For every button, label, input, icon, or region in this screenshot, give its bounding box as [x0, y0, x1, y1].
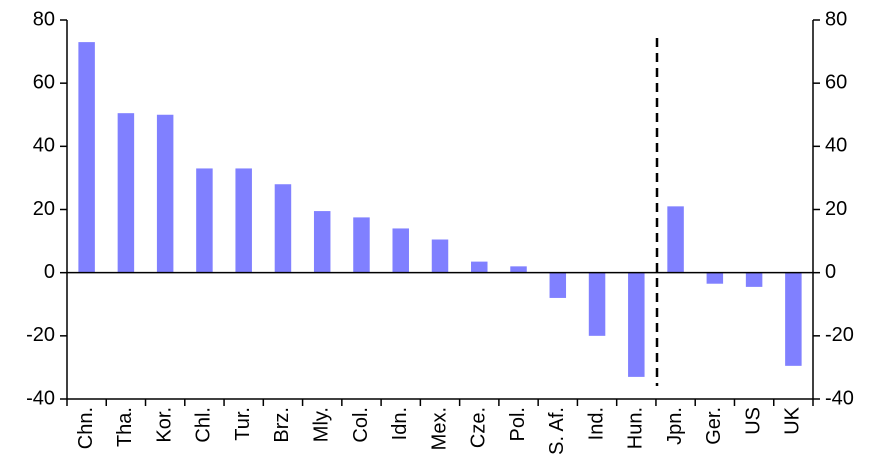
x-tick-label: Ger. [703, 407, 725, 445]
y2-tick-label: 20 [825, 198, 847, 220]
y-tick-label: 0 [44, 261, 55, 283]
x-tick-label: Ind. [585, 407, 607, 440]
x-tick-label: Pol. [507, 407, 529, 441]
x-tick-label: Mex. [428, 407, 450, 450]
x-tick-label: Mly. [310, 407, 332, 442]
x-tick-label: Chl. [193, 407, 215, 443]
y2-tick-label: 60 [825, 71, 847, 93]
bar [196, 168, 213, 273]
bar [706, 272, 724, 284]
x-tick-label: UK [782, 406, 804, 434]
bar [78, 42, 95, 273]
y2-tick-label: 0 [825, 261, 836, 283]
bar [471, 261, 488, 273]
bar [549, 272, 567, 298]
y-tick-label: -40 [26, 387, 55, 409]
y-tick-label: 60 [33, 71, 55, 93]
x-tick-label: S. Af. [546, 407, 568, 455]
x-tick-label: US [742, 407, 764, 435]
bar [431, 239, 449, 273]
x-tick-label: Chn. [75, 407, 97, 449]
y-tick-label: 20 [33, 198, 55, 220]
bar [588, 272, 606, 336]
bar [628, 272, 645, 377]
x-tick-label: Kor. [153, 407, 175, 443]
y-tick-label: 80 [33, 8, 55, 30]
x-tick-label: Tur. [232, 407, 254, 441]
x-tick-label: Brz. [271, 407, 293, 443]
bar [235, 168, 252, 273]
bar [667, 206, 684, 273]
bar [745, 272, 763, 287]
bar [392, 228, 409, 273]
y2-tick-label: -20 [825, 324, 854, 346]
x-tick-label: Cze. [468, 407, 490, 448]
y-tick-label: -20 [26, 324, 55, 346]
bar [274, 184, 292, 273]
bar [785, 272, 802, 366]
x-tick-label: Hun. [625, 407, 647, 449]
bar [156, 114, 174, 273]
x-tick-label: Tha. [114, 407, 136, 447]
x-tick-label: Idn. [389, 407, 411, 440]
y2-tick-label: 40 [825, 135, 847, 157]
y-tick-label: 40 [33, 135, 55, 157]
bar [313, 211, 331, 273]
bar [353, 217, 370, 273]
x-tick-label: Jpn. [664, 407, 686, 445]
bar [117, 113, 135, 273]
y2-tick-label: -40 [825, 387, 854, 409]
x-tick-label: Col. [350, 407, 372, 443]
y2-tick-label: 80 [825, 8, 847, 30]
bar [510, 266, 527, 273]
